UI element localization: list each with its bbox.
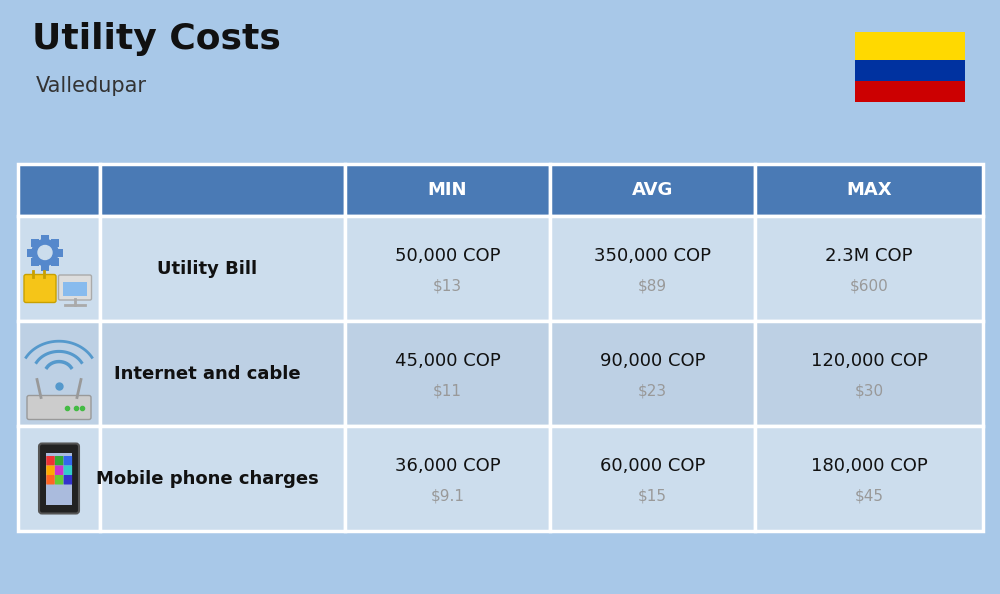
FancyBboxPatch shape (27, 248, 35, 257)
FancyBboxPatch shape (550, 321, 755, 426)
FancyBboxPatch shape (51, 258, 59, 266)
FancyBboxPatch shape (55, 456, 63, 466)
FancyBboxPatch shape (855, 32, 965, 60)
Text: AVG: AVG (632, 181, 673, 199)
Circle shape (38, 245, 52, 260)
FancyBboxPatch shape (18, 426, 100, 531)
FancyBboxPatch shape (31, 258, 39, 266)
FancyBboxPatch shape (55, 466, 63, 475)
Text: Valledupar: Valledupar (36, 76, 147, 96)
FancyBboxPatch shape (64, 456, 72, 466)
FancyBboxPatch shape (755, 216, 983, 321)
FancyBboxPatch shape (27, 396, 91, 419)
Text: 45,000 COP: 45,000 COP (395, 352, 500, 369)
FancyBboxPatch shape (55, 248, 63, 257)
Text: Internet and cable: Internet and cable (114, 365, 301, 383)
FancyBboxPatch shape (855, 60, 965, 81)
FancyBboxPatch shape (51, 239, 59, 247)
FancyBboxPatch shape (100, 216, 345, 321)
FancyBboxPatch shape (345, 216, 550, 321)
Text: Mobile phone charges: Mobile phone charges (96, 469, 319, 488)
Text: MAX: MAX (846, 181, 892, 199)
Text: $11: $11 (433, 383, 462, 398)
FancyBboxPatch shape (24, 274, 56, 302)
FancyBboxPatch shape (18, 164, 100, 216)
Text: 36,000 COP: 36,000 COP (395, 457, 500, 475)
FancyBboxPatch shape (550, 164, 755, 216)
Text: $89: $89 (638, 278, 667, 293)
FancyBboxPatch shape (100, 426, 345, 531)
FancyBboxPatch shape (755, 426, 983, 531)
FancyBboxPatch shape (46, 466, 55, 475)
FancyBboxPatch shape (46, 475, 55, 485)
FancyBboxPatch shape (64, 475, 72, 485)
Text: 120,000 COP: 120,000 COP (811, 352, 927, 369)
FancyBboxPatch shape (39, 444, 79, 513)
FancyBboxPatch shape (41, 235, 49, 242)
Text: $600: $600 (850, 278, 888, 293)
Text: 60,000 COP: 60,000 COP (600, 457, 705, 475)
Text: $9.1: $9.1 (430, 488, 464, 503)
Circle shape (32, 239, 58, 266)
FancyBboxPatch shape (345, 321, 550, 426)
Text: 90,000 COP: 90,000 COP (600, 352, 705, 369)
FancyBboxPatch shape (46, 453, 72, 504)
FancyBboxPatch shape (550, 216, 755, 321)
FancyBboxPatch shape (100, 164, 345, 216)
FancyBboxPatch shape (31, 239, 39, 247)
FancyBboxPatch shape (46, 456, 55, 466)
FancyBboxPatch shape (58, 275, 91, 300)
Text: 50,000 COP: 50,000 COP (395, 247, 500, 264)
Text: 350,000 COP: 350,000 COP (594, 247, 711, 264)
FancyBboxPatch shape (345, 426, 550, 531)
FancyBboxPatch shape (100, 321, 345, 426)
Text: $30: $30 (854, 383, 884, 398)
Text: $45: $45 (854, 488, 884, 503)
Text: 180,000 COP: 180,000 COP (811, 457, 927, 475)
Text: Utility Bill: Utility Bill (157, 260, 258, 277)
Text: MIN: MIN (428, 181, 467, 199)
FancyBboxPatch shape (755, 321, 983, 426)
FancyBboxPatch shape (755, 164, 983, 216)
FancyBboxPatch shape (345, 164, 550, 216)
FancyBboxPatch shape (41, 263, 49, 270)
FancyBboxPatch shape (63, 282, 87, 295)
Text: 2.3M COP: 2.3M COP (825, 247, 913, 264)
Text: $13: $13 (433, 278, 462, 293)
FancyBboxPatch shape (55, 475, 63, 485)
Text: Utility Costs: Utility Costs (32, 22, 281, 56)
FancyBboxPatch shape (855, 81, 965, 102)
Text: $23: $23 (638, 383, 667, 398)
Text: $15: $15 (638, 488, 667, 503)
FancyBboxPatch shape (550, 426, 755, 531)
FancyBboxPatch shape (18, 321, 100, 426)
FancyBboxPatch shape (18, 216, 100, 321)
FancyBboxPatch shape (64, 466, 72, 475)
